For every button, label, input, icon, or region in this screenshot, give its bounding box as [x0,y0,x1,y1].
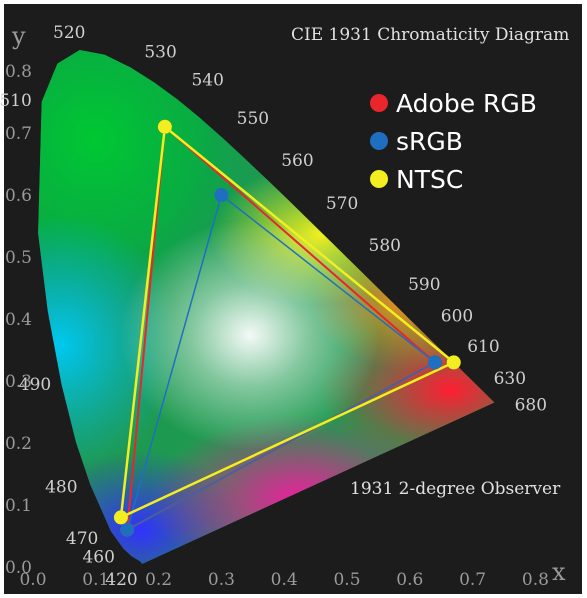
observer-annotation: 1931 2-degree Observer [350,479,561,499]
wavelength-label: 580 [369,236,401,256]
wavelength-label: 530 [144,42,176,62]
gamut-triangle [126,194,436,531]
wavelength-label: 460 [82,547,114,567]
x-tick-label: 0.1 [82,570,109,590]
wavelength-label: 570 [326,194,358,214]
legend-label: NTSC [396,165,463,194]
wavelength-label: 520 [53,23,85,43]
axis-ticks: 0.0 0.1 0.2 0.3 0.4 0.5 0.6 0.7 0.8 0.0 0.1 0.2 0.3 0… [5,62,549,590]
x-tick-label: 0.0 [19,570,46,590]
x-tick-label: 0.2 [145,570,172,590]
wavelength-label: 490 [19,375,51,395]
wavelength-label: 540 [191,71,223,91]
gamut-triangles [113,119,461,537]
gamut-primary-point [214,188,229,202]
x-tick-label: 0.5 [333,570,360,590]
wavelength-label: 510 [0,91,32,111]
wavelength-label: 560 [281,151,313,171]
legend-marker [370,132,388,150]
legend-label: sRGB [396,127,463,156]
gamut-primary-point [113,510,128,525]
y-tick-label: 0.2 [5,434,32,454]
y-tick-label: 0.5 [5,248,32,268]
x-tick-label: 0.3 [208,570,235,590]
chart-title: CIE 1931 Chromaticity Diagram [291,25,569,45]
y-tick-label: 0.1 [5,496,32,516]
wavelength-label: 420 [105,570,137,590]
x-tick-label: 0.8 [522,570,549,590]
x-axis-label: x [552,558,566,586]
y-tick-label: 0.3 [5,372,32,392]
x-tick-label: 0.4 [271,570,298,590]
legend-marker [370,94,388,112]
y-tick-label: 0.6 [5,186,32,206]
wavelength-label: 680 [515,396,547,416]
wavelength-label: 480 [45,477,77,497]
y-tick-label: 0.7 [5,124,32,144]
wavelength-label: 550 [237,109,269,129]
x-tick-label: 0.6 [396,570,423,590]
wavelength-label: 610 [467,337,499,357]
gamut-triangle [119,125,456,519]
legend: Adobe RGB sRGB NTSC [370,89,537,194]
wavelength-label: 470 [66,529,98,549]
y-tick-label: 0.4 [5,310,32,330]
wavelength-label: 590 [408,275,440,295]
y-tick-label: 0.8 [5,62,32,82]
y-tick-label: 0.0 [5,558,32,578]
y-axis-label: y [11,22,26,50]
legend-label: Adobe RGB [396,89,537,118]
gamut-primary-point [427,355,442,370]
gamut-primary-point [157,119,172,134]
wavelength-label: 600 [441,307,473,327]
x-tick-label: 0.7 [459,570,486,590]
wavelength-label: 630 [494,369,526,389]
gamut-primary-point [446,355,461,370]
legend-marker [370,170,388,188]
gamut-primary-point [120,522,135,537]
